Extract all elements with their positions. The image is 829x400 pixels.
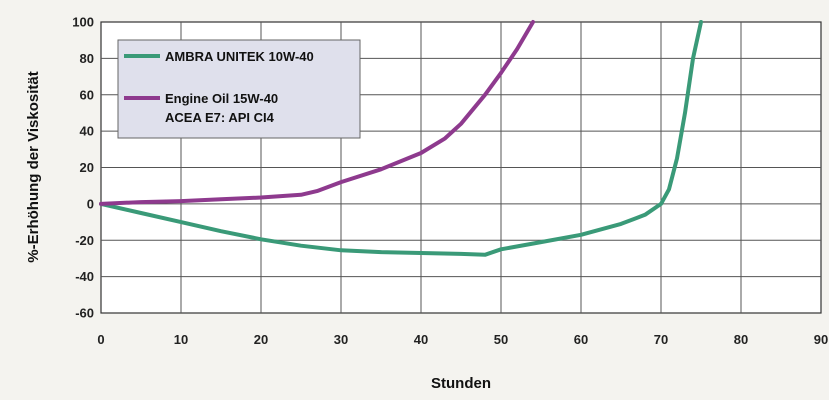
x-tick-label: 50 bbox=[494, 332, 508, 347]
x-tick-label: 60 bbox=[574, 332, 588, 347]
x-tick-label: 40 bbox=[414, 332, 428, 347]
y-tick-label: -60 bbox=[75, 306, 94, 321]
x-tick-label: 20 bbox=[254, 332, 268, 347]
series-line-engine-oil bbox=[99, 20, 535, 206]
y-tick-label: -40 bbox=[75, 269, 94, 284]
x-tick-label: 0 bbox=[97, 332, 104, 347]
x-axis-title: Stunden bbox=[431, 375, 491, 392]
x-tick-labels: 0 10 20 30 40 50 60 70 80 90 bbox=[97, 332, 828, 347]
series-layer bbox=[99, 20, 703, 257]
y-tick-label: 80 bbox=[80, 51, 94, 66]
y-tick-label: 60 bbox=[80, 87, 94, 102]
x-tick-label: 30 bbox=[334, 332, 348, 347]
y-tick-labels: 100 80 60 40 20 0 -20 -40 -60 bbox=[72, 15, 94, 321]
x-tick-label: 90 bbox=[814, 332, 828, 347]
series-line-ambra-unitek bbox=[99, 20, 703, 257]
y-tick-label: -20 bbox=[75, 233, 94, 248]
x-tick-label: 80 bbox=[734, 332, 748, 347]
legend: AMBRA UNITEK 10W-40 Engine Oil 15W-40 AC… bbox=[117, 39, 361, 139]
legend-label-engine-oil: Engine Oil 15W-40 bbox=[165, 91, 278, 106]
legend-label-ambra: AMBRA UNITEK 10W-40 bbox=[165, 49, 314, 64]
y-tick-label: 100 bbox=[72, 15, 94, 30]
legend-label-engine-oil-spec: ACEA E7: API CI4 bbox=[165, 110, 275, 125]
y-tick-label: 40 bbox=[80, 124, 94, 139]
x-tick-label: 70 bbox=[654, 332, 668, 347]
y-tick-label: 20 bbox=[80, 160, 94, 175]
x-tick-label: 10 bbox=[174, 332, 188, 347]
y-tick-label: 0 bbox=[87, 196, 94, 211]
y-axis-title: %-Erhöhung der Viskosität bbox=[25, 71, 42, 262]
